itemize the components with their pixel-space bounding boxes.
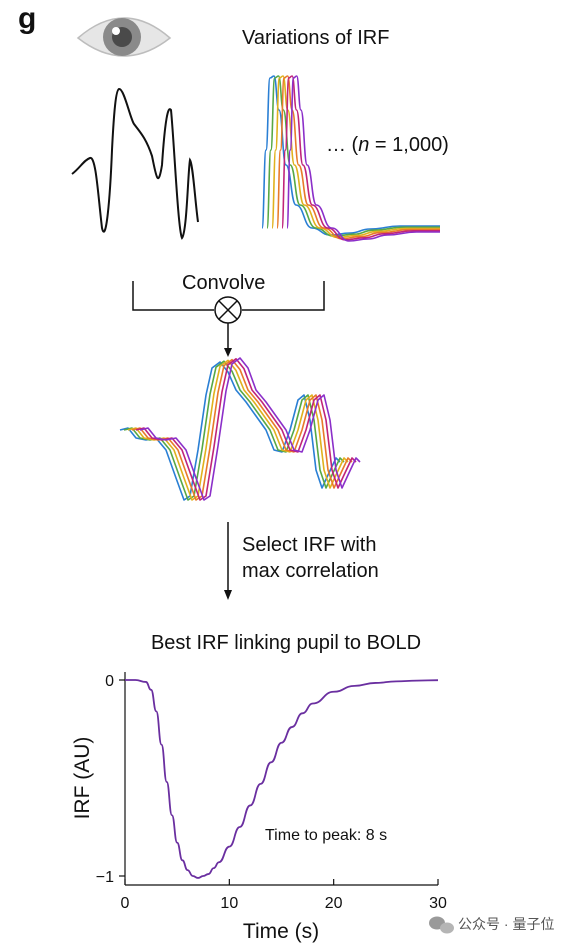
x-axis-label: Time (s): [243, 920, 319, 943]
time-to-peak-annotation: Time to peak: 8 s: [265, 827, 387, 844]
irf-variant-line: [261, 75, 440, 236]
x-ticks: 0 10 20 30: [121, 879, 447, 912]
irf-variant-line: [286, 75, 440, 242]
select-label-line1: Select IRF with: [242, 534, 376, 556]
watermark: 公众号 · 量子位: [429, 916, 554, 934]
convolved-trace-line: [119, 361, 341, 501]
convolved-trace-line: [123, 360, 345, 501]
watermark-text: 公众号 · 量子位: [458, 916, 554, 932]
y-tick-label: 0: [105, 673, 114, 690]
y-axis-label: IRF (AU): [71, 737, 94, 820]
convolved-traces: [119, 357, 361, 501]
panel-label: g: [18, 2, 36, 35]
x-tick-label: 0: [121, 895, 130, 912]
convolved-trace-line: [139, 357, 361, 501]
y-tick-label: −1: [96, 869, 114, 886]
select-label-line2: max correlation: [242, 560, 379, 582]
x-tick-label: 30: [429, 895, 447, 912]
convolved-trace-line: [127, 359, 349, 501]
x-tick-label: 20: [325, 895, 343, 912]
convolved-trace-line: [135, 358, 357, 501]
convolved-trace-line: [131, 358, 353, 501]
irf-variations-title: Variations of IRF: [242, 27, 389, 49]
irf-variant-line: [266, 75, 441, 238]
wechat-icon: [429, 916, 454, 934]
select-arrow: [224, 522, 232, 600]
irf-variant-line: [271, 75, 440, 239]
variation-count-label: … (n = 1,000): [326, 134, 449, 156]
best-irf-chart: Best IRF linking pupil to BOLD 0 10 20 30 0…: [71, 632, 447, 943]
convolve-arrow: [224, 323, 232, 357]
convolve-label: Convolve: [182, 272, 265, 294]
convolve-bracket: [132, 281, 325, 311]
x-tick-label: 10: [220, 895, 238, 912]
variation-count-suffix: = 1,000): [369, 134, 449, 156]
best-irf-line: [125, 679, 439, 879]
variation-count-prefix: … (: [326, 134, 359, 156]
circled-times-icon: [214, 296, 242, 324]
eye-icon: [76, 17, 172, 57]
pupil-trace: [71, 87, 199, 240]
irf-variant-line: [281, 75, 440, 241]
variation-count-var: n: [358, 134, 369, 156]
irf-variants: [261, 75, 441, 242]
chart-title: Best IRF linking pupil to BOLD: [151, 632, 421, 654]
y-ticks: 0 −1: [96, 673, 125, 886]
irf-variant-line: [276, 75, 440, 240]
